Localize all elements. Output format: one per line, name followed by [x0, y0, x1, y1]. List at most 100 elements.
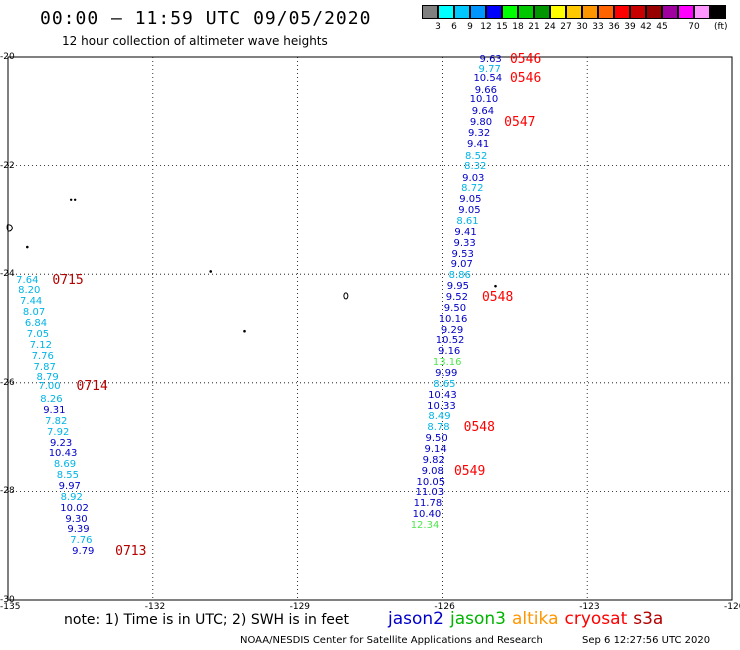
wave-height-value: 8.55 [56, 470, 79, 482]
credit-text: NOAA/NESDIS Center for Satellite Applica… [240, 635, 543, 646]
wave-height-value: 9.99 [435, 368, 458, 380]
wave-height-value: 7.92 [47, 426, 70, 438]
wave-height-value: 8.32 [464, 160, 487, 172]
color-scale-label: 33 [592, 22, 604, 32]
color-scale-label: 39 [624, 22, 636, 32]
legend-s3a: s3a [633, 609, 664, 629]
map-frame [7, 56, 733, 601]
wave-height-value: 8.20 [18, 285, 41, 297]
longitude-tick-label: -123 [579, 602, 600, 612]
wave-height-value: 9.66 [474, 84, 497, 96]
wave-height-value: 9.64 [471, 106, 495, 118]
island-outline [209, 270, 213, 273]
color-scale-label: 21 [528, 22, 540, 32]
longitude-tick-label: -135 [0, 602, 21, 612]
pass-time-label: 0547 [504, 115, 536, 131]
wave-height-value: 10.40 [412, 509, 442, 521]
wave-height-value: 9.41 [454, 226, 477, 238]
wave-height-value: 9.08 [421, 465, 444, 477]
color-scale-swatch [534, 5, 550, 19]
wave-height-value: 9.14 [424, 444, 447, 456]
longitude-tick-label: -126 [434, 602, 455, 612]
color-scale-swatch [694, 5, 710, 19]
color-scale-label: 42 [640, 22, 652, 32]
latitude-tick-label: -26 [0, 377, 15, 388]
wave-height-value: 9.29 [440, 324, 464, 336]
wave-height-value: 9.77 [478, 64, 501, 76]
wave-height-value: 8.49 [428, 411, 451, 423]
wave-height-value: 9.07 [450, 259, 473, 271]
wave-height-value: 7.76 [31, 350, 54, 362]
wave-height-value: 9.33 [453, 237, 476, 249]
color-scale-swatch [614, 5, 630, 19]
wave-height-value: 7.76 [70, 535, 93, 547]
color-scale-swatch [550, 5, 566, 19]
wave-height-value: 12.34 [410, 520, 440, 532]
color-scale-swatch [598, 5, 614, 19]
legend-altika: altika [512, 609, 559, 629]
legend-jason3: jason3 [450, 609, 506, 629]
wave-height-value: 6.84 [24, 318, 48, 330]
wave-height-value: 10.16 [438, 313, 468, 325]
color-scale-swatch [582, 5, 598, 19]
color-scale-label: 30 [576, 22, 588, 32]
wave-height-value: 9.32 [467, 128, 491, 140]
wave-height-value: 9.30 [65, 513, 88, 525]
wave-height-value: 9.52 [445, 292, 469, 303]
wave-height-value: 10.43 [48, 448, 78, 460]
wave-height-value: 8.79 [36, 372, 59, 384]
color-scale-label: 36 [608, 22, 620, 32]
color-scale-label: 15 [496, 22, 508, 32]
pass-time-label: 0546 [509, 51, 542, 67]
island-outline [69, 198, 77, 202]
wave-height-value: 9.80 [469, 117, 493, 129]
color-scale-label: 12 [480, 22, 492, 32]
generated-timestamp: Sep 6 12:27:56 UTC 2020 [582, 635, 711, 646]
wave-height-value: 10.10 [469, 94, 499, 106]
wave-height-value: 8.61 [456, 215, 479, 227]
latitude-tick-label: -24 [0, 269, 15, 280]
color-scale-swatch [486, 5, 502, 19]
wave-height-value: 7.05 [26, 328, 50, 340]
pass-time-label: 0714 [76, 378, 108, 394]
color-scale-label: 18 [512, 22, 524, 32]
wave-height-value: 7.44 [20, 296, 43, 308]
latitude-tick-label: -28 [0, 486, 15, 497]
graticule [8, 57, 732, 600]
wave-height-value: 7.12 [29, 339, 52, 351]
wave-height-value: 9.63 [479, 53, 502, 65]
wave-height-value: 8.72 [461, 183, 484, 195]
color-scale-label: 45 [656, 22, 668, 32]
longitude-tick-label: -120 [724, 602, 740, 612]
wave-height-value: 9.95 [446, 281, 469, 293]
wave-height-value: 7.64 [16, 274, 39, 286]
wave-height-value: 10.05 [416, 476, 446, 488]
color-scale-label: 3 [435, 22, 441, 32]
wave-height-value: 9.03 [462, 172, 485, 184]
wave-height-value: 10.02 [60, 502, 89, 514]
color-scale-swatch [630, 5, 646, 19]
wave-height-value: 9.31 [43, 404, 66, 416]
wave-height-value: 8.52 [465, 150, 488, 162]
latitude-tick-label: -22 [0, 160, 15, 171]
pass-time-label: 0715 [52, 272, 84, 288]
satellite-legend: jason2 jason3 altika cryosat s3a [388, 609, 669, 629]
pass-time-label: 0713 [115, 544, 147, 560]
color-scale-swatch [678, 5, 694, 19]
wave-height-value: 9.50 [443, 302, 467, 314]
color-scale-swatch [470, 5, 486, 19]
wave-height-value: 10.43 [428, 389, 457, 401]
island-outline [26, 245, 29, 249]
island-dot [73, 198, 77, 202]
island-dot [69, 198, 73, 202]
wave-height-value: 8.92 [60, 491, 83, 503]
color-scale-swatch [518, 5, 534, 19]
wave-height-value: 7.82 [45, 415, 68, 427]
color-scale-swatch [646, 5, 662, 19]
page-subtitle: 12 hour collection of altimeter wave hei… [62, 34, 328, 48]
wave-height-value: 10.33 [427, 400, 456, 412]
wave-height-value: 10.54 [473, 72, 503, 84]
wave-height-value: 10.52 [435, 335, 465, 347]
longitude-tick-label: -129 [289, 602, 311, 612]
